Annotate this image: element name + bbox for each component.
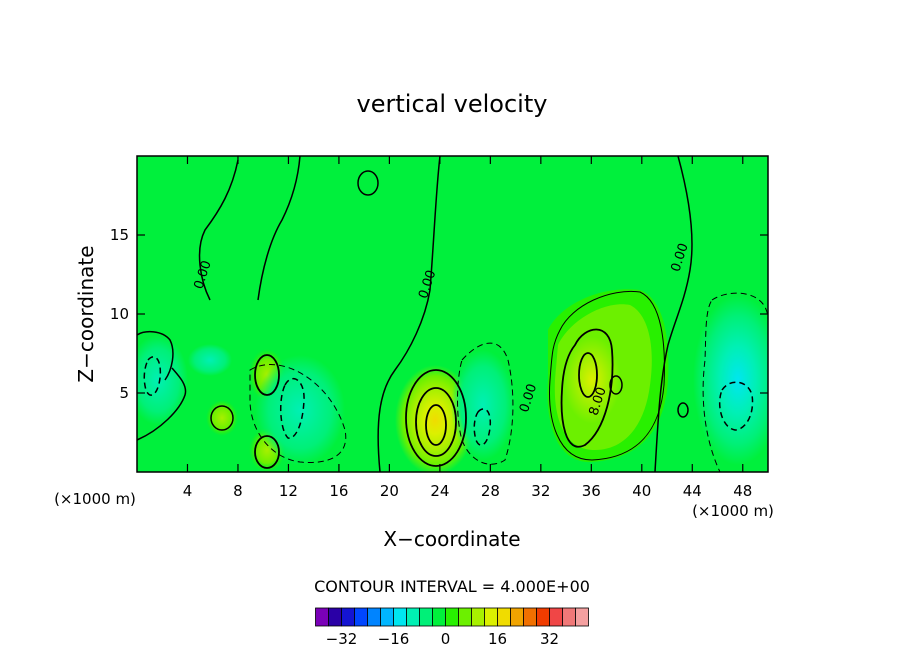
y-tick-label: 15 [110,226,129,244]
updraft-contour-24-mid [415,387,457,457]
y-axis-label: Z−coordinate [74,245,98,382]
zero-contour-center-left [377,156,441,472]
x-tick-label: 32 [531,482,550,500]
x-tick-label: 12 [279,482,298,500]
colorbar: −32 −16 0 16 32 [315,607,589,648]
updraft-contour-24-inner [425,404,447,446]
colorbar-swatch [549,607,563,627]
x-axis: 4 8 12 16 20 24 28 32 36 40 44 48 [183,156,752,500]
updraft-contour-24-outer [405,369,467,467]
downdraft-contour-27 [473,408,492,446]
updraft-contour-37b [609,375,623,395]
downdraft-contour-48 [718,381,754,431]
x-tick-label: 16 [329,482,348,500]
y-tick-label: 5 [119,384,129,402]
colorbar-swatch [393,607,407,627]
colorbar-tick-label: 32 [540,630,559,648]
colorbar-swatch [328,607,342,627]
downdraft-region-48 [693,295,768,465]
downdraft-region-27 [451,350,515,460]
colorbar-swatch [432,607,446,627]
colorbar-tick-label: −16 [378,630,410,648]
colorbar-swatch [562,607,576,627]
x-tick-label: 40 [632,482,651,500]
x-tick-label: 20 [380,482,399,500]
colorbar-swatch [471,607,485,627]
x-axis-label: X−coordinate [383,527,520,551]
y-tick-label: 10 [110,305,129,323]
x-tick-label: 8 [233,482,243,500]
x-unit-left: (×1000 m) [54,490,136,508]
x-tick-label: 48 [733,482,752,500]
y-axis: 5 10 15 [110,226,768,402]
colorbar-tick-label: −32 [326,630,358,648]
colorbar-tick-label: 16 [488,630,507,648]
colorbar-swatch [354,607,368,627]
colorbar-swatch [341,607,355,627]
chart-title: vertical velocity [357,90,548,118]
zero-contour-left-upper [257,156,301,301]
colorbar-swatch [380,607,394,627]
updraft-core-36 [554,322,630,438]
downdraft-region-13 [255,355,345,465]
updraft-contour-10 [254,354,280,396]
downdraft-contour-1 [143,356,162,396]
updraft-contour-36-outer [560,328,614,448]
contour-lines [137,156,768,472]
x-tick-label: 44 [683,482,702,500]
colorbar-swatch [510,607,524,627]
plot-area: 0.00 0.000.000.008.00 [137,156,768,472]
weak-contour-13 [249,364,347,464]
x-tick-label: 24 [430,482,449,500]
updraft-contour-6 [210,405,234,431]
x-tick-label: 28 [481,482,500,500]
colorbar-swatch [458,607,472,627]
colorbar-swatch [419,607,433,627]
weak-contour-28 [457,342,514,465]
colorbar-swatch [497,607,511,627]
downdraft-region-small [188,344,232,376]
colorbar-swatch [367,607,381,627]
colorbar-tick-label: 0 [441,630,451,648]
colorbar-swatch [536,607,550,627]
zero-contour-center-right [654,156,693,472]
colorbar-swatch [315,607,329,627]
boundary-contour-left2 [137,330,174,381]
weak-contour-48 [702,292,768,472]
zero-contour-left-upper2 [198,159,239,301]
colorbar-swatch [406,607,420,627]
colorbar-swatch [445,607,459,627]
updraft-contour-10b [254,435,280,469]
x-tick-label: 36 [582,482,601,500]
colorbar-swatch [523,607,537,627]
contour-blob-44 [677,402,689,418]
boundary-contour-left [137,367,187,441]
colorbar-swatch [575,607,589,627]
contour-blob-top [357,170,379,196]
x-tick-label: 4 [183,482,193,500]
x-unit-right: (×1000 m) [692,502,774,520]
updraft-contour-36-inner [578,352,598,398]
downdraft-contour-13 [280,378,305,439]
contour-interval-label: CONTOUR INTERVAL = 4.000E+00 [314,577,590,596]
weak-contour-36 [549,290,665,461]
colorbar-swatch [484,607,498,627]
